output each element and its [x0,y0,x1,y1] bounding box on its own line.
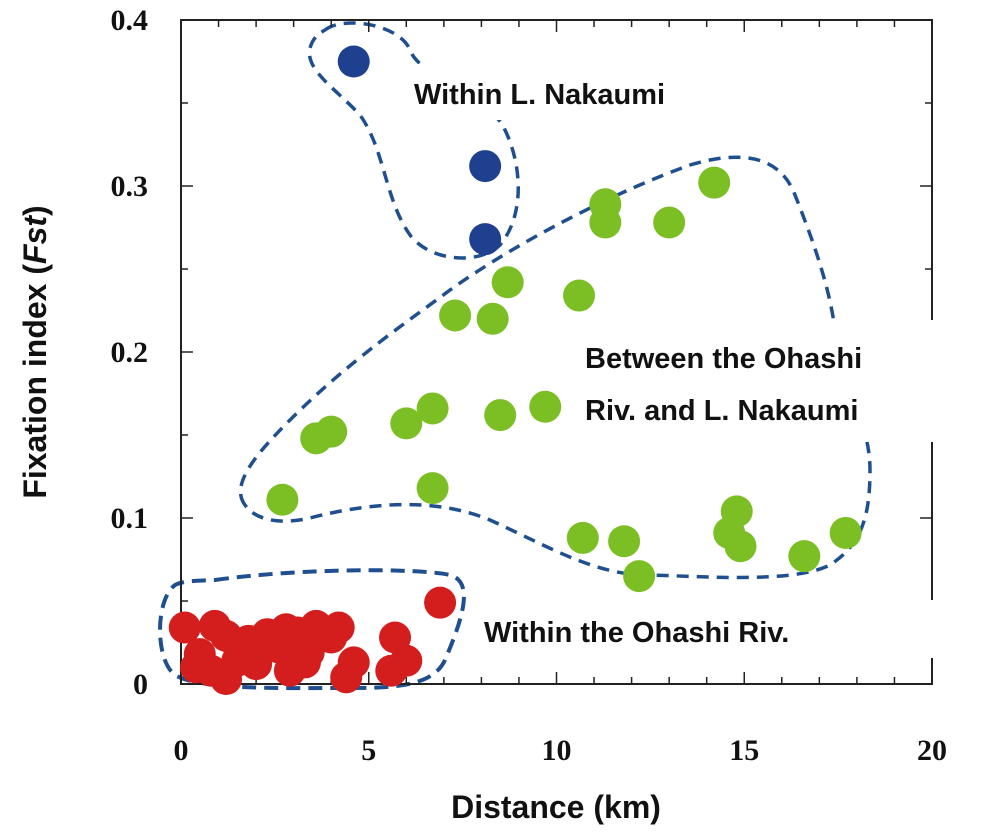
data-point-between [653,206,686,239]
data-point-between [698,166,731,199]
data-point-between [829,516,862,549]
x-axis-title: Distance (km) [451,789,661,825]
data-point-nakaumi [469,150,502,183]
y-tick-label: 0.1 [111,502,149,535]
data-point-ohashi [322,611,355,644]
x-tick-label: 5 [361,734,376,767]
data-point-nakaumi [337,45,370,78]
data-point-between [266,483,299,516]
y-axis-title-italic: Fst [17,215,53,264]
data-point-between [491,266,524,299]
ohashi-label-bg [466,600,940,658]
data-point-between [623,560,656,593]
y-tick-label: 0.4 [111,4,149,37]
data-point-between [589,206,622,239]
between-label-line1: Between the Ohashi [585,343,862,375]
y-axis-title-end: ) [17,205,53,216]
nakaumi-outline [307,21,520,260]
data-point-ohashi [424,586,457,619]
data-point-between [300,422,333,455]
axes: 0 5 10 15 20 0 0.1 0.2 0.3 0.4 [111,4,948,767]
data-point-between [529,390,562,423]
annotations: Within L. Nakaumi Between the Ohashi Riv… [392,64,993,658]
data-point-between [563,279,596,312]
x-tick-label: 10 [542,734,572,767]
y-axis-title-main: Fixation index ( [17,264,53,499]
ohashi-outline [158,568,466,691]
data-point-between [439,299,472,332]
x-tick-labels: 0 5 10 15 20 [174,734,948,767]
data-point-ohashi [288,646,321,679]
data-points [168,45,862,696]
ohashi-label: Within the Ohashi Riv. [484,617,789,649]
y-tick-label: 0.3 [111,170,149,203]
data-point-between [484,399,517,432]
data-point-between [390,407,423,440]
x-tick-label: 0 [174,734,189,767]
data-point-ohashi [390,644,423,677]
y-tick-labels: 0 0.1 0.2 0.3 0.4 [111,4,149,701]
data-point-between [566,521,599,554]
y-tick-label: 0.2 [111,336,149,369]
data-point-between [788,540,821,573]
data-point-between [416,472,449,505]
data-point-ohashi [168,611,201,644]
data-point-between [476,302,509,335]
between-label-line2: Riv. and L. Nakaumi [585,395,858,427]
between-label-bg [565,320,993,442]
x-tick-label: 15 [729,734,759,767]
data-point-ohashi [337,646,370,679]
y-axis-title: Fixation index (Fst) [17,205,53,498]
nakaumi-label: Within L. Nakaumi [414,79,665,111]
data-point-between [416,392,449,425]
y-tick-label: 0 [133,668,148,701]
data-point-ohashi [240,648,273,681]
data-point-between [608,525,641,558]
x-tick-label: 20 [917,734,947,767]
data-point-between [724,530,757,563]
data-point-nakaumi [469,223,502,256]
nakaumi-label-bg [392,64,817,120]
